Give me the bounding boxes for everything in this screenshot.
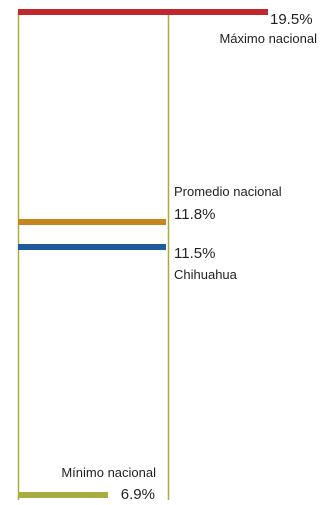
label-maximo: Máximo nacional <box>219 31 317 46</box>
value-minimo: 6.9% <box>121 486 155 503</box>
value-maximo: 19.5% <box>270 11 313 28</box>
bar-promedio <box>18 219 166 225</box>
bar-minimo <box>18 492 108 498</box>
value-promedio: 11.8% <box>174 206 215 223</box>
label-promedio: Promedio nacional <box>174 184 282 199</box>
value-chihuahua: 11.5% <box>174 245 215 262</box>
bar-maximo <box>18 9 268 15</box>
label-chihuahua: Chihuahua <box>174 267 238 282</box>
bar-chihuahua <box>18 244 166 250</box>
label-minimo: Mínimo nacional <box>61 465 156 480</box>
